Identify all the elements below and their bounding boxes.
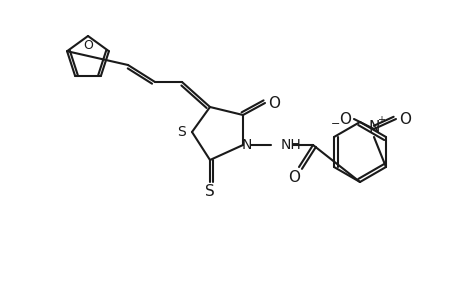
Text: O: O <box>268 95 280 110</box>
Text: N: N <box>241 138 252 152</box>
Text: O: O <box>338 112 350 127</box>
Text: O: O <box>398 112 410 127</box>
Text: O: O <box>83 38 93 52</box>
Text: S: S <box>177 125 186 139</box>
Text: S: S <box>205 184 214 200</box>
Text: O: O <box>287 169 299 184</box>
Text: N: N <box>368 119 379 134</box>
Text: +: + <box>376 115 384 125</box>
Text: −: − <box>330 119 340 129</box>
Text: NH: NH <box>280 138 301 152</box>
